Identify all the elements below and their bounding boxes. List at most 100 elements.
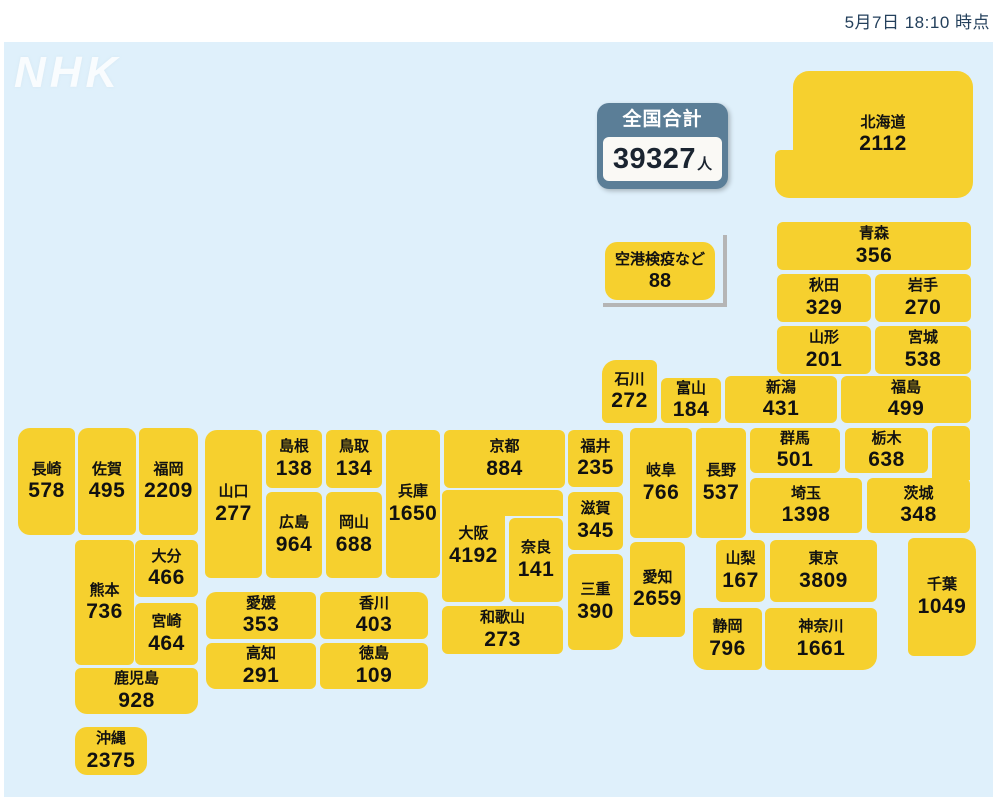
prefecture-value: 348 — [900, 503, 937, 527]
prefecture-tile-kanagawa: 神奈川 1661 — [765, 608, 877, 670]
prefecture-name: 山形 — [808, 329, 839, 347]
prefecture-value: 2659 — [633, 587, 682, 611]
prefecture-tile-yamanashi: 山梨 167 — [716, 540, 765, 602]
prefecture-name: 岡山 — [338, 514, 369, 532]
prefecture-value: 964 — [275, 532, 313, 556]
prefecture-tile-tottori: 鳥取 134 — [326, 430, 382, 488]
prefecture-name: 山梨 — [725, 550, 756, 568]
prefecture-value: 928 — [118, 688, 155, 712]
prefecture-tile-okayama: 岡山 688 — [326, 492, 382, 578]
prefecture-tile-tokushima: 徳島 109 — [320, 643, 428, 689]
prefecture-value: 109 — [355, 663, 393, 687]
prefecture-name: 岩手 — [907, 277, 938, 295]
prefecture-tile-ehime: 愛媛 353 — [206, 592, 316, 639]
national-total-box: 全国合計 39327 人 — [597, 103, 728, 189]
prefecture-value: 329 — [805, 295, 843, 319]
prefecture-name: 愛媛 — [245, 594, 276, 612]
prefecture-tile-mie: 三重 390 — [568, 554, 623, 650]
prefecture-name: 沖縄 — [95, 730, 126, 748]
prefecture-name: 新潟 — [765, 378, 796, 396]
prefecture-tile-aomori: 青森 356 — [777, 222, 971, 270]
prefecture-tile-fukushima: 福島 499 — [841, 376, 971, 423]
prefecture-value: 184 — [672, 398, 710, 422]
prefecture-name: 群馬 — [779, 429, 810, 447]
prefecture-tile-fukui: 福井 235 — [568, 430, 623, 487]
prefecture-value: 2209 — [144, 479, 193, 503]
prefecture-tile-saitama: 埼玉 1398 — [750, 478, 862, 533]
prefecture-tile-kumamoto: 熊本 736 — [75, 540, 134, 665]
prefecture-name: 熊本 — [89, 581, 120, 599]
prefecture-name: 奈良 — [520, 539, 551, 557]
prefecture-tile-fukuoka: 福岡 2209 — [139, 428, 198, 535]
prefecture-value: 272 — [611, 389, 648, 413]
prefecture-value: 578 — [28, 479, 65, 503]
prefecture-name: 滋賀 — [580, 500, 611, 518]
prefecture-value: 1049 — [917, 594, 967, 618]
prefecture-tile-hyogo: 兵庫 1650 — [386, 430, 440, 578]
prefecture-value: 270 — [904, 295, 942, 319]
prefecture-name: 宮城 — [907, 329, 938, 347]
national-total-unit: 人 — [697, 155, 713, 173]
prefecture-name: 福島 — [890, 378, 921, 396]
prefecture-value: 884 — [486, 456, 523, 480]
prefecture-name: 神奈川 — [798, 618, 844, 636]
prefecture-tile-osaka: 大阪 4192 — [442, 490, 505, 602]
prefecture-name: 和歌山 — [479, 609, 525, 627]
prefecture-tile-niigata: 新潟 431 — [725, 376, 837, 423]
prefecture-tile-gifu: 岐阜 766 — [630, 428, 692, 538]
prefecture-tile-hiroshima: 広島 964 — [266, 492, 322, 578]
prefecture-name: 宮崎 — [151, 613, 182, 631]
prefecture-name: 長野 — [705, 462, 736, 480]
prefecture-tile-okinawa: 沖縄 2375 — [75, 727, 147, 775]
tile-extension-ibaraki — [932, 426, 970, 480]
prefecture-value: 356 — [855, 243, 893, 267]
prefecture-tile-nagano: 長野 537 — [696, 428, 746, 538]
airport-quarantine-tile: 空港検疫など 88 — [605, 242, 715, 300]
prefecture-value: 141 — [517, 557, 555, 581]
prefecture-value: 353 — [242, 613, 280, 637]
airport-quarantine-label: 空港検疫など — [614, 251, 705, 269]
prefecture-tile-akita: 秋田 329 — [777, 274, 871, 322]
prefecture-value: 537 — [702, 480, 740, 504]
prefecture-tile-oita: 大分 466 — [135, 540, 198, 597]
prefecture-name: 長崎 — [31, 460, 62, 478]
prefecture-name: 北海道 — [860, 113, 906, 131]
prefecture-value: 390 — [577, 599, 614, 623]
prefecture-tile-miyagi: 宮城 538 — [875, 326, 971, 374]
prefecture-value: 134 — [335, 456, 373, 480]
prefecture-value: 688 — [335, 532, 373, 556]
prefecture-tile-tochigi: 栃木 638 — [845, 428, 928, 473]
prefecture-name: 島根 — [278, 438, 309, 456]
prefecture-name: 兵庫 — [397, 483, 428, 501]
prefecture-value: 466 — [148, 566, 185, 590]
prefecture-name: 千葉 — [926, 576, 957, 594]
national-total-label: 全国合計 — [622, 109, 703, 130]
nhk-logo: NHK — [14, 48, 122, 97]
prefecture-name: 富山 — [675, 379, 706, 397]
prefecture-value: 235 — [577, 456, 614, 480]
prefecture-name: 佐賀 — [91, 460, 122, 478]
prefecture-name: 広島 — [278, 514, 309, 532]
prefecture-value: 638 — [868, 448, 905, 472]
prefecture-value: 345 — [577, 518, 614, 542]
prefecture-value: 2112 — [859, 132, 907, 156]
prefecture-tile-tokyo: 東京 3809 — [770, 540, 877, 602]
prefecture-value: 138 — [275, 456, 313, 480]
prefecture-tile-toyama: 富山 184 — [661, 378, 721, 423]
prefecture-tile-chiba: 千葉 1049 — [908, 538, 976, 656]
prefecture-tile-shimane: 島根 138 — [266, 430, 322, 488]
prefecture-name: 埼玉 — [790, 484, 821, 502]
prefecture-tile-shizuoka: 静岡 796 — [693, 608, 762, 670]
prefecture-name: 静岡 — [712, 618, 743, 636]
prefecture-value: 499 — [887, 397, 925, 421]
prefecture-name: 秋田 — [808, 277, 839, 295]
airport-quarantine-value: 88 — [648, 269, 672, 292]
prefecture-tile-yamagata: 山形 201 — [777, 326, 871, 374]
prefecture-tile-nagasaki: 長崎 578 — [18, 428, 75, 535]
prefecture-tile-ibaraki: 茨城 348 — [867, 478, 970, 533]
prefecture-name: 福井 — [580, 437, 611, 455]
prefecture-value: 796 — [709, 636, 746, 660]
prefecture-tile-wakayama: 和歌山 273 — [442, 606, 563, 654]
prefecture-name: 鹿児島 — [113, 670, 159, 688]
prefecture-name: 高知 — [245, 645, 276, 663]
